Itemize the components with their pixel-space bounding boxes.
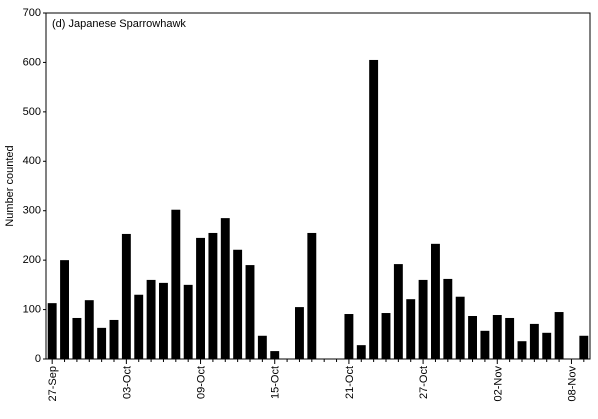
bar xyxy=(84,300,94,359)
bar xyxy=(295,307,304,359)
y-tick-label: 200 xyxy=(23,254,41,266)
bar xyxy=(517,341,527,359)
bar xyxy=(443,278,453,359)
bar xyxy=(72,317,82,359)
bar xyxy=(307,232,317,359)
y-axis-label: Number counted xyxy=(4,145,16,226)
y-tick-label: 300 xyxy=(23,205,41,217)
x-tick-label: 27-Sep xyxy=(47,366,59,401)
bar xyxy=(171,209,181,359)
x-tick-label: 21-Oct xyxy=(344,366,356,399)
bar xyxy=(406,299,416,359)
bar xyxy=(369,59,379,359)
bar xyxy=(492,315,502,359)
bar xyxy=(431,243,440,359)
bar xyxy=(208,232,218,359)
bar xyxy=(455,296,465,359)
bar xyxy=(344,314,354,359)
bar xyxy=(381,313,391,359)
bar xyxy=(505,317,515,359)
bar xyxy=(47,303,57,359)
y-tick-label: 500 xyxy=(23,106,41,118)
bar xyxy=(220,218,230,359)
y-tick-label: 100 xyxy=(23,303,41,315)
bar xyxy=(393,264,403,359)
bar xyxy=(97,327,107,359)
bar xyxy=(121,233,131,359)
y-tick-label: 600 xyxy=(23,56,41,68)
bar xyxy=(183,284,193,359)
bar xyxy=(159,282,168,359)
bar xyxy=(245,265,255,359)
y-tick-label: 0 xyxy=(35,353,41,365)
bar xyxy=(134,294,144,359)
bar xyxy=(146,279,156,359)
x-tick-label: 27-Oct xyxy=(418,366,430,399)
bar xyxy=(270,351,280,359)
x-tick-label: 08-Nov xyxy=(566,366,578,402)
bar xyxy=(529,323,539,359)
bar xyxy=(480,330,490,359)
bar xyxy=(257,335,267,359)
y-tick-label: 400 xyxy=(23,155,41,167)
bar xyxy=(356,345,366,359)
bar xyxy=(233,249,243,359)
x-tick-label: 15-Oct xyxy=(270,366,282,399)
plot-frame xyxy=(45,12,591,360)
y-tick-label: 700 xyxy=(23,7,41,19)
bar xyxy=(542,332,552,359)
x-tick-label: 09-Oct xyxy=(196,366,208,399)
x-tick-label: 03-Oct xyxy=(121,366,133,399)
chart-title: (d) Japanese Sparrowhawk xyxy=(52,18,186,30)
bar xyxy=(579,335,589,359)
bar xyxy=(196,237,205,359)
bar xyxy=(60,260,69,359)
x-tick-label: 02-Nov xyxy=(492,366,504,402)
bar xyxy=(109,319,119,359)
bar xyxy=(468,315,477,359)
bar xyxy=(554,312,564,359)
bar xyxy=(418,279,428,359)
